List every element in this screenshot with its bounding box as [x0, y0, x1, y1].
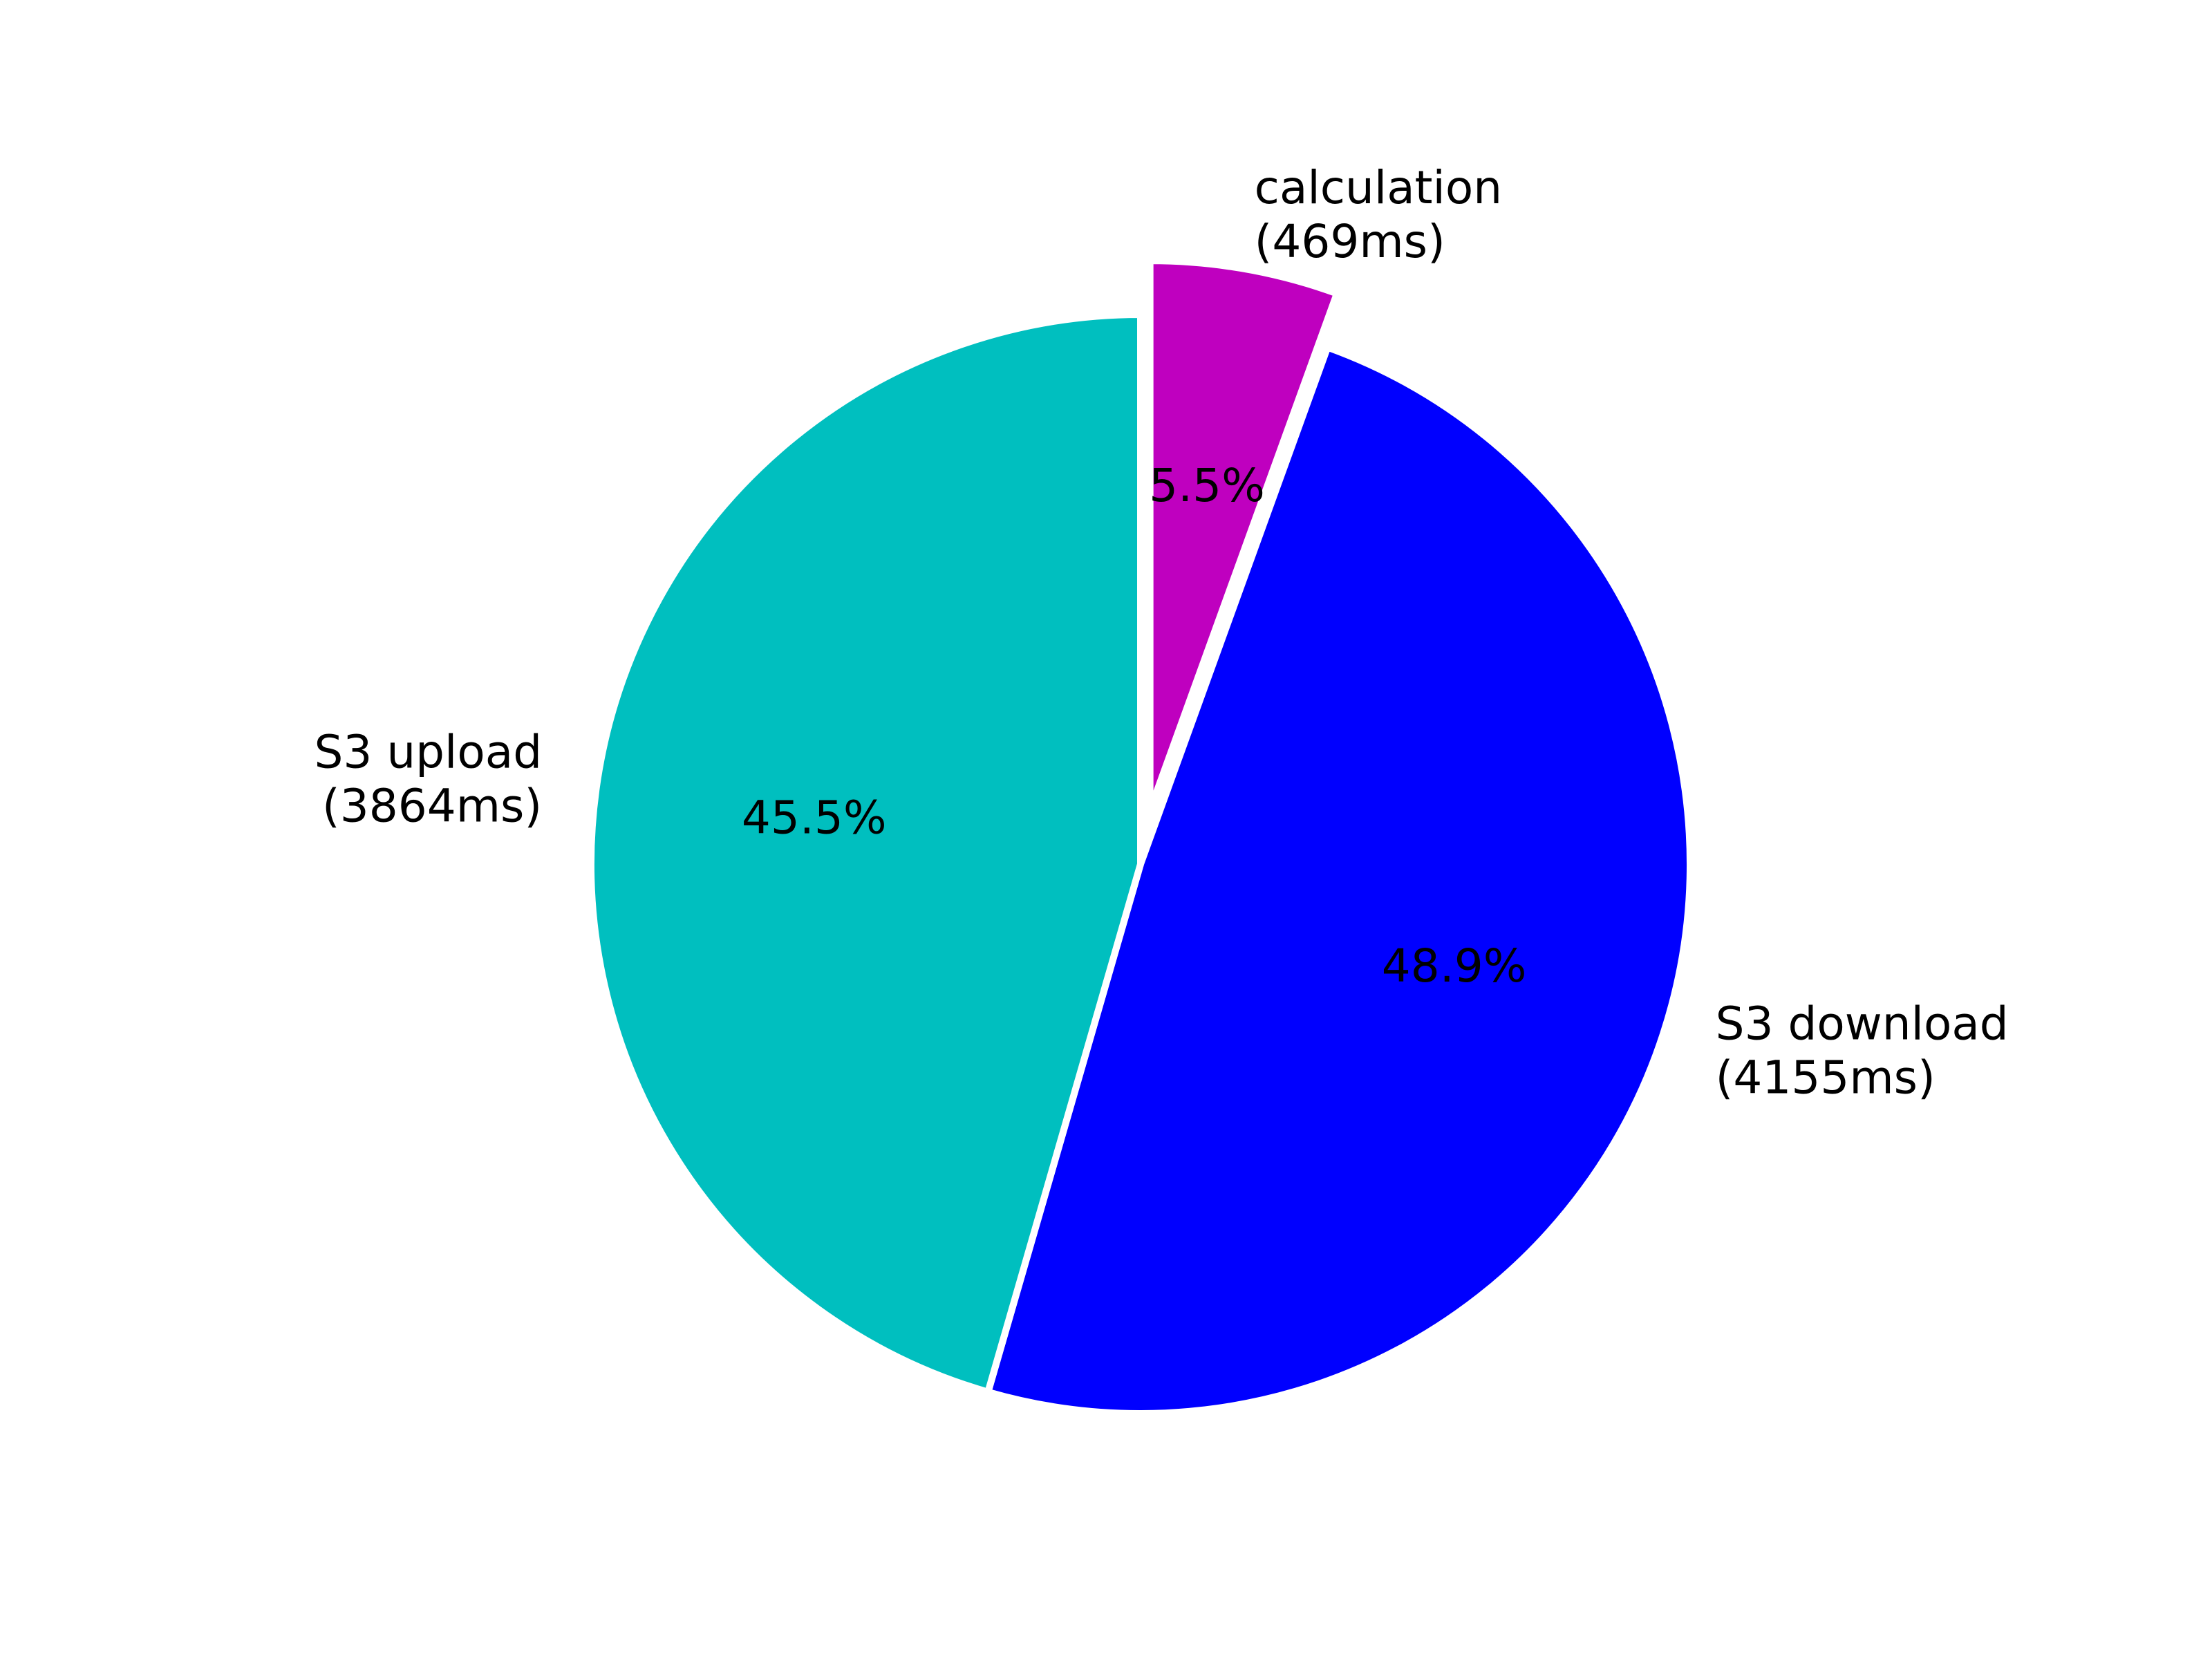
- slice-label-name: calculation: [1255, 161, 1502, 214]
- slice-labels: calculation (469ms)S3 download (4155ms)S3 …: [314, 161, 2008, 1104]
- pie-slice-3: [588, 310, 1144, 1396]
- percent-label-2: 48.9%: [1382, 939, 1527, 993]
- slice-label-value: (4155ms): [1716, 1051, 1936, 1104]
- slice-label-value: (3864ms): [322, 779, 542, 832]
- percent-labels: 5.5% 48.9% 45.5%: [742, 459, 1527, 993]
- pie-slices: [588, 257, 1694, 1417]
- slice-label-name: S3 download: [1716, 997, 2009, 1050]
- slice-label-value: (469ms): [1255, 215, 1445, 268]
- slice-label-2: S3 download (4155ms): [1716, 997, 2009, 1104]
- pie-slice-2: [984, 343, 1694, 1417]
- percent-label-1: 5.5%: [1149, 459, 1265, 512]
- slice-label-name: S3 upload: [314, 725, 542, 778]
- slice-label-3: S3 upload (3864ms): [314, 725, 542, 832]
- percent-label-3: 45.5%: [742, 791, 887, 845]
- pie-slice-1: [1146, 257, 1342, 812]
- slice-label-1: calculation (469ms): [1255, 161, 1502, 268]
